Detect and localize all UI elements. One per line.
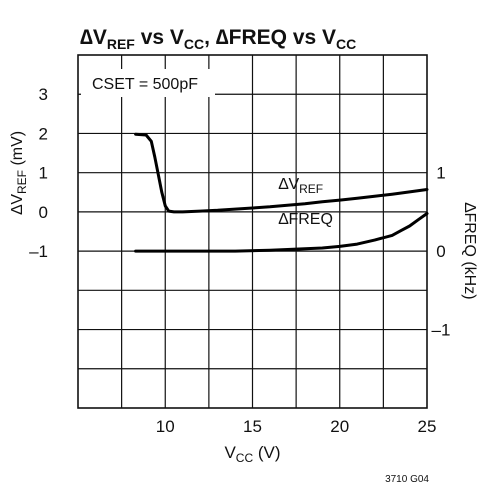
y-axis-left-label-pre: ∆V — [9, 194, 26, 215]
y-left-tick-label: 2 — [39, 124, 48, 143]
series-label-vref: ∆VREF — [279, 176, 323, 196]
series-label-freq: ∆FREQ — [279, 211, 333, 228]
x-tick-label: 10 — [156, 417, 175, 436]
series-lines — [134, 132, 429, 253]
x-axis-label-main: V — [224, 443, 236, 462]
y-left-tick-label: 1 — [39, 164, 48, 183]
chart-title: ∆VREF vs VCC, ∆FREQ vs VCC — [80, 26, 356, 52]
y-axis-left-label-post: (mV) — [9, 131, 26, 170]
grid — [78, 55, 427, 408]
title-sub2: CC — [184, 36, 204, 52]
y-axis-left-label-sub: REF — [15, 170, 29, 194]
title-mid: vs V — [135, 26, 184, 49]
series-line-vref — [134, 132, 429, 214]
x-tick-label: 20 — [330, 417, 349, 436]
title-sep: , ∆FREQ vs V — [204, 26, 336, 49]
y-right-tick-label: 1 — [436, 164, 445, 183]
y-axis-right-label: ∆FREQ (kHz) — [461, 203, 478, 300]
title-sub1: REF — [107, 36, 135, 52]
series-label-vref-sub: REF — [299, 182, 323, 196]
y-right-tick-label: 0 — [436, 242, 445, 261]
title-prefix: ∆V — [80, 26, 107, 49]
annotation-background — [81, 69, 215, 97]
x-axis-label-sub: CC — [236, 451, 254, 465]
title-sub3: CC — [336, 36, 356, 52]
figure-id: 3710 G04 — [385, 474, 429, 485]
annotation-label: CSET = 500pF — [92, 76, 198, 93]
x-axis-label-rest: (V) — [253, 443, 280, 462]
x-tick-label: 15 — [243, 417, 262, 436]
x-tick-label: 25 — [418, 417, 437, 436]
y-left-tick-label: –1 — [29, 242, 48, 261]
y-right-tick-label: –1 — [432, 321, 451, 340]
series-line-freq — [134, 212, 429, 253]
plot-frame — [77, 54, 428, 409]
x-axis-label: VCC (V) — [224, 443, 280, 465]
y-axis-left-label: ∆VREF (mV) — [9, 131, 29, 215]
y-left-tick-label: 0 — [39, 203, 48, 222]
y-left-tick-label: 3 — [39, 85, 48, 104]
series-label-vref-main: ∆V — [279, 176, 300, 193]
